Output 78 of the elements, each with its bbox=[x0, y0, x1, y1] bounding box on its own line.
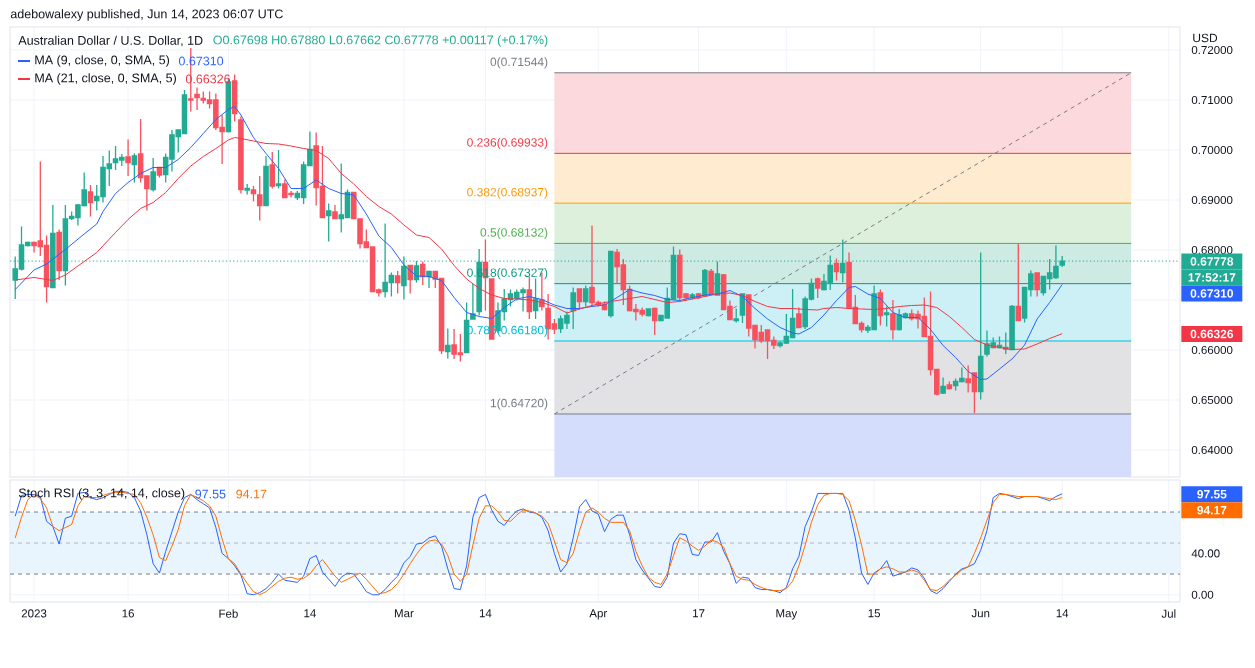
candlestick bbox=[940, 376, 946, 395]
candlestick bbox=[582, 284, 589, 308]
x-tick-label: 14 bbox=[479, 609, 492, 618]
y-tick-label: 0.64000 bbox=[1191, 445, 1233, 455]
candlestick bbox=[238, 115, 244, 195]
y-tick-label: 0.71000 bbox=[1191, 95, 1233, 105]
ref-line-label: 0(0.71544) bbox=[490, 57, 548, 69]
x-tick-label: Jun bbox=[971, 609, 990, 618]
annotation: 94.17 bbox=[236, 489, 267, 499]
x-tick-label: 14 bbox=[304, 609, 316, 618]
x-tick-label: 14 bbox=[1056, 609, 1069, 618]
candlestick bbox=[263, 155, 269, 207]
candlestick bbox=[1015, 242, 1022, 322]
candlestick bbox=[325, 202, 332, 243]
ref-line-label: 0.382(0.68937) bbox=[467, 187, 548, 199]
y-tick-label: 0.66000 bbox=[1191, 345, 1233, 355]
candlestick bbox=[426, 269, 432, 289]
candlestick bbox=[946, 380, 953, 391]
annotation: 97.55 bbox=[195, 489, 226, 499]
ref-line-label: 0.67778 bbox=[1190, 257, 1234, 266]
y-tick-label: 0.00 bbox=[1191, 590, 1214, 599]
y-axis-title: USD bbox=[1193, 33, 1218, 43]
candlestick bbox=[125, 138, 131, 177]
candlestick bbox=[275, 149, 282, 190]
y-tick-label: 0.69000 bbox=[1191, 195, 1233, 205]
candlestick bbox=[890, 299, 896, 341]
x-tick-label: Apr bbox=[589, 609, 608, 620]
x-tick-label: 17 bbox=[693, 609, 705, 618]
y-tick-label: 0.68000 bbox=[1191, 245, 1233, 255]
candlestick bbox=[332, 204, 338, 220]
candlestick bbox=[394, 270, 401, 295]
y-tick-label: 0.65000 bbox=[1191, 395, 1233, 405]
candlestick bbox=[796, 306, 802, 329]
x-tick-label: 15 bbox=[868, 609, 881, 618]
y-tick-label: 0.72000 bbox=[1191, 45, 1233, 55]
text: 94.17 bbox=[1197, 505, 1227, 515]
text: 97.55 bbox=[1197, 489, 1227, 499]
candlestick bbox=[250, 185, 257, 203]
candlestick bbox=[833, 257, 840, 282]
candlestick bbox=[56, 228, 62, 281]
candlestick bbox=[407, 264, 413, 295]
x-tick-label: Feb bbox=[219, 609, 238, 618]
candlestick bbox=[87, 184, 94, 218]
x-tick-label: May bbox=[776, 609, 798, 620]
candlestick bbox=[244, 183, 250, 196]
text: Australian Dollar / U.S. Dollar, 1D bbox=[18, 35, 203, 47]
ref-line-label: 0.5(0.68132) bbox=[480, 227, 548, 240]
text: 17:52:17 bbox=[1188, 273, 1236, 282]
ref-line-label: 0.236(0.69933) bbox=[467, 137, 548, 150]
text: 0.67310 bbox=[1190, 289, 1234, 298]
text: adebowalexy published, Jun 14, 2023 06:07 UTC bbox=[10, 9, 283, 21]
legend-label: MA (21, close, 0, SMA, 5) bbox=[35, 73, 176, 85]
y-tick-label: 40.00 bbox=[1191, 549, 1220, 558]
candlestick bbox=[814, 276, 821, 299]
x-tick-label: Mar bbox=[394, 609, 414, 618]
candlestick bbox=[883, 305, 890, 328]
x-tick-label: 16 bbox=[122, 609, 134, 618]
candlestick bbox=[570, 286, 576, 330]
x-tick-label: Jul bbox=[1161, 609, 1176, 618]
candlestick bbox=[50, 204, 56, 289]
legend-label: MA (9, close, 0, SMA, 5) bbox=[35, 55, 170, 67]
candlestick bbox=[702, 268, 708, 298]
candlestick bbox=[269, 151, 276, 190]
candlestick bbox=[131, 152, 138, 184]
text: O0.67698 H0.67880 L0.67662 C0.67778 +0.00117 (+0.17%) bbox=[213, 35, 548, 47]
candlestick bbox=[708, 268, 714, 296]
candlestick bbox=[256, 175, 263, 222]
candlestick bbox=[419, 260, 426, 286]
candlestick bbox=[150, 157, 156, 193]
candlestick bbox=[733, 307, 739, 324]
y-tick-label: 0.70000 bbox=[1191, 145, 1233, 155]
candlestick bbox=[1034, 272, 1040, 298]
ref-line-label: 1(0.64720) bbox=[490, 398, 548, 410]
text: 0.66326 bbox=[1190, 329, 1234, 339]
x-tick-label: 2023 bbox=[21, 609, 47, 618]
candlestick bbox=[194, 86, 200, 111]
candlestick bbox=[445, 327, 451, 360]
candlestick bbox=[470, 283, 476, 321]
